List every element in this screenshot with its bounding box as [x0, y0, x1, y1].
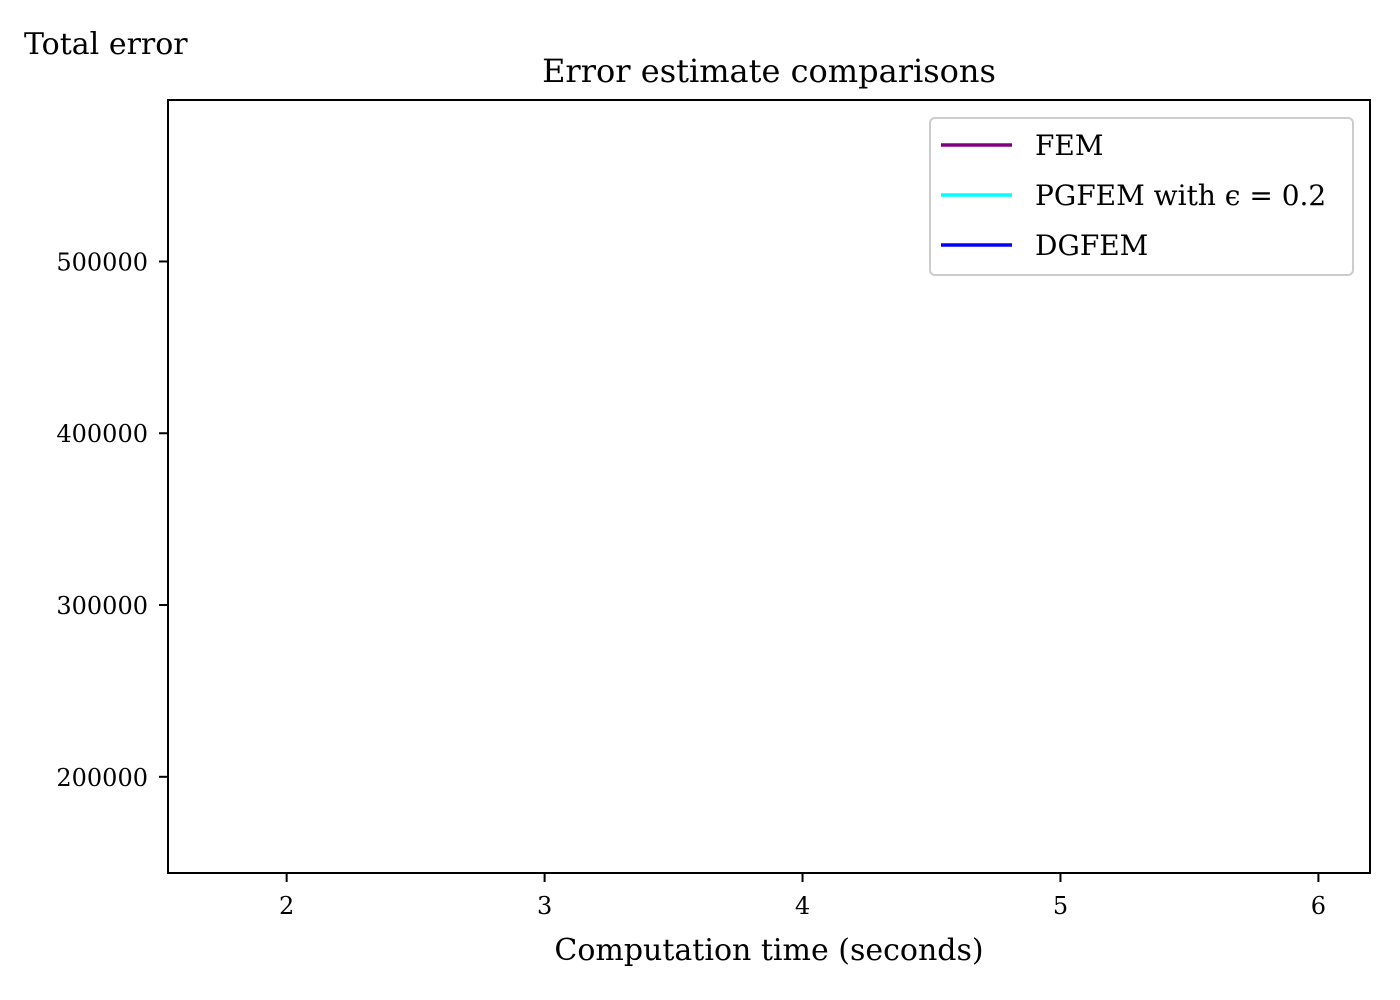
legend-box [929, 117, 1354, 276]
x-tick-label: 5 [1053, 892, 1068, 920]
y-axis-ticks: 200000 300000 400000 500000 [56, 248, 168, 792]
x-axis-ticks: 2 3 4 5 6 [279, 873, 1326, 920]
plot-frame [167, 99, 1371, 874]
x-tick-label: 3 [537, 892, 552, 920]
y-tick-label: 400000 [56, 420, 148, 448]
y-tick-label: 300000 [56, 592, 148, 620]
y-tick-label: 200000 [56, 764, 148, 792]
legend-label: FEM [1035, 129, 1104, 162]
x-axis-label: Computation time (seconds) [554, 933, 983, 968]
legend-label: DGFEM [1035, 229, 1148, 262]
chart-title: Error estimate comparisons [542, 52, 996, 90]
x-tick-label: 6 [1311, 892, 1326, 920]
y-axis-label: Total error [24, 27, 188, 62]
x-tick-label: 2 [279, 892, 294, 920]
legend: FEM PGFEM with ϵ = 0.2 DGFEM [929, 117, 1354, 276]
y-tick-label: 500000 [56, 248, 148, 276]
plot-area [167, 99, 1371, 874]
legend-label: PGFEM with ϵ = 0.2 [1035, 179, 1326, 212]
legend-items: FEM PGFEM with ϵ = 0.2 DGFEM [941, 129, 1326, 262]
x-tick-label: 4 [795, 892, 810, 920]
